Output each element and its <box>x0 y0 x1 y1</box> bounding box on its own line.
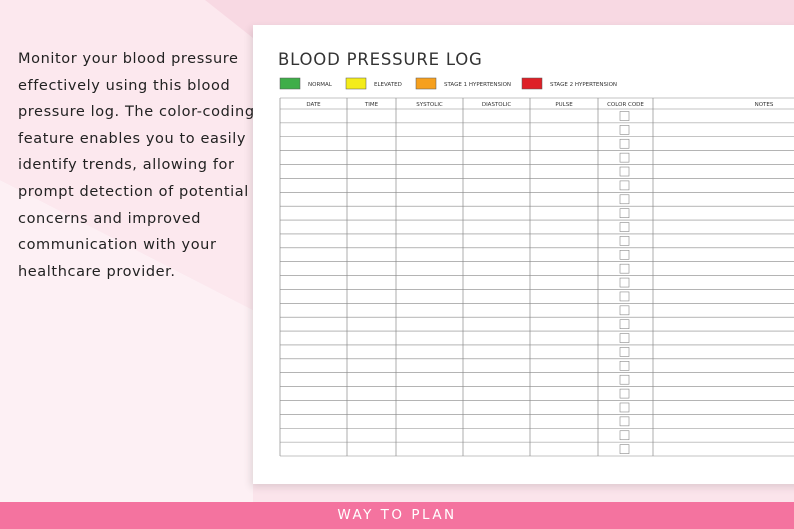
legend-swatch <box>415 77 437 90</box>
description-line: feature enables you to easily <box>18 130 247 147</box>
checkbox <box>619 152 630 163</box>
column-header: DATE <box>306 102 321 108</box>
legend-label: ELEVATED <box>374 82 402 88</box>
description-line: communication with your <box>18 237 217 254</box>
description-line: prompt detection of potential <box>18 183 249 200</box>
checkbox <box>619 374 630 385</box>
description-line: identify trends, allowing for <box>18 157 235 174</box>
checkbox <box>619 430 630 441</box>
description-line: concerns and improved <box>18 210 202 227</box>
checkbox <box>619 236 630 246</box>
checkbox <box>619 444 630 454</box>
checkbox <box>619 388 630 399</box>
log-sheet: BLOOD PRESSURE LOG NORMAL ELEVATED STAGE 1… <box>253 25 794 484</box>
column-header: COLOR CODE <box>607 102 644 108</box>
description-line: Monitor your blood pressure <box>18 51 239 67</box>
description-line: effectively using this blood <box>18 77 231 94</box>
checkbox <box>619 111 630 121</box>
checkbox <box>619 125 630 135</box>
description: Monitor your blood pressure effectively u… <box>18 46 255 285</box>
checkbox <box>619 250 630 260</box>
description-line: healthcare provider. <box>18 263 176 280</box>
column-header: PULSE <box>555 102 573 108</box>
checkbox <box>619 138 630 149</box>
checkbox <box>619 416 630 427</box>
log-title: BLOOD PRESSURE LOG <box>278 50 483 69</box>
checkbox <box>619 305 630 316</box>
description-line: pressure log. The color-coding <box>18 104 255 121</box>
legend-swatch <box>521 77 543 90</box>
checkbox <box>619 291 630 302</box>
column-header: DIASTOLIC <box>482 102 511 108</box>
log-sheet-graphics: BLOOD PRESSURE LOG NORMAL ELEVATED STAGE 1… <box>278 50 794 457</box>
column-header: NOTES <box>755 102 774 108</box>
column-header: SYSTOLIC <box>416 102 443 108</box>
bg-shape <box>0 180 253 502</box>
legend-label: NORMAL <box>308 82 333 88</box>
checkbox <box>619 402 630 413</box>
checkbox <box>619 361 630 371</box>
bg-shape <box>0 0 253 310</box>
checkbox <box>619 277 630 288</box>
checkbox <box>619 333 630 343</box>
checkbox <box>619 180 630 191</box>
column-header: TIME <box>364 102 379 108</box>
checkbox <box>619 319 630 330</box>
footer-brand: WAY TO PLAN <box>0 502 794 529</box>
checkbox <box>619 347 630 357</box>
legend-swatch <box>279 77 301 90</box>
legend-swatch <box>345 77 367 90</box>
legend-label: STAGE 1 HYPERTENSION <box>444 82 511 88</box>
checkbox <box>619 166 630 177</box>
checkbox <box>619 194 630 205</box>
checkbox <box>619 208 630 218</box>
checkbox <box>619 263 630 274</box>
checkbox <box>619 222 630 232</box>
legend-label: STAGE 2 HYPERTENSION <box>550 82 617 88</box>
